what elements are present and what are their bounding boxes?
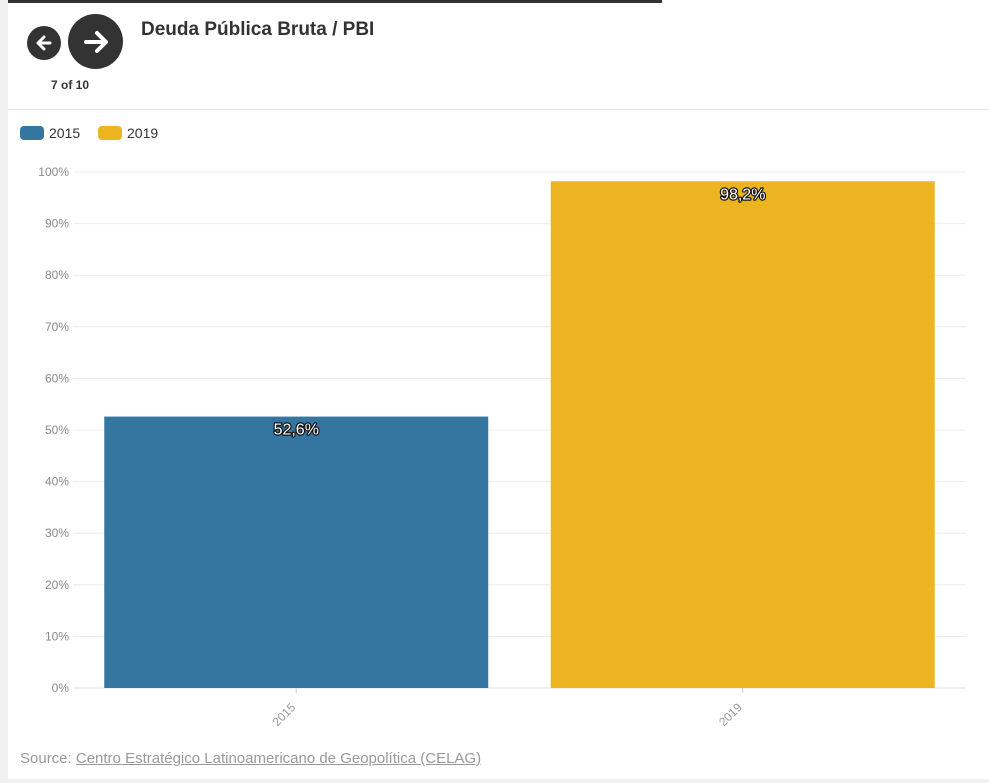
header: 7 of 10 Deuda Pública Bruta / PBI (8, 3, 989, 110)
y-tick-label: 70% (45, 320, 69, 334)
source-note: Source: Centro Estratégico Latinoamerica… (20, 750, 481, 767)
y-tick-label: 90% (45, 217, 69, 231)
y-tick-label: 100% (38, 165, 69, 179)
data-label-2019: 98,2% (720, 186, 765, 203)
page-counter: 7 of 10 (50, 78, 89, 92)
legend-item-2019[interactable]: 2019 (98, 125, 158, 141)
arrow-right-icon (83, 30, 108, 53)
bar-chart: 0% 10% 20% 30% 40% 50% 60% 70% 80% 90% 100% 52,6% 20… (38, 165, 966, 729)
bar-2019 (550, 181, 935, 688)
next-button[interactable] (68, 14, 123, 69)
y-tick-label: 50% (45, 423, 69, 437)
x-tick-label-2015: 2015 (270, 700, 299, 729)
legend-label-2019: 2019 (127, 125, 159, 141)
y-tick-label: 60% (45, 371, 69, 385)
y-tick-label: 0% (52, 681, 70, 695)
legend-swatch-2019 (98, 126, 122, 140)
y-tick-label: 20% (45, 578, 69, 592)
legend-label-2015: 2015 (49, 125, 81, 141)
chart-title: Deuda Pública Bruta / PBI (141, 19, 375, 40)
arrow-left-icon (36, 35, 52, 51)
x-tick-label-2019: 2019 (716, 700, 745, 729)
legend-item-2015[interactable]: 2015 (20, 125, 80, 141)
bar-2015 (104, 416, 489, 688)
y-tick-label: 40% (45, 475, 69, 489)
source-link[interactable]: Centro Estratégico Latinoamericano de Ge… (75, 750, 482, 767)
legend-swatch-2015 (20, 126, 44, 140)
source-prefix: Source: (20, 750, 76, 767)
progress-indicator (8, 0, 662, 3)
data-label-2015: 52,6% (274, 422, 319, 439)
y-tick-label: 30% (45, 526, 69, 540)
y-tick-label: 80% (45, 268, 69, 282)
y-tick-label: 10% (45, 629, 69, 643)
previous-button[interactable] (27, 26, 61, 60)
